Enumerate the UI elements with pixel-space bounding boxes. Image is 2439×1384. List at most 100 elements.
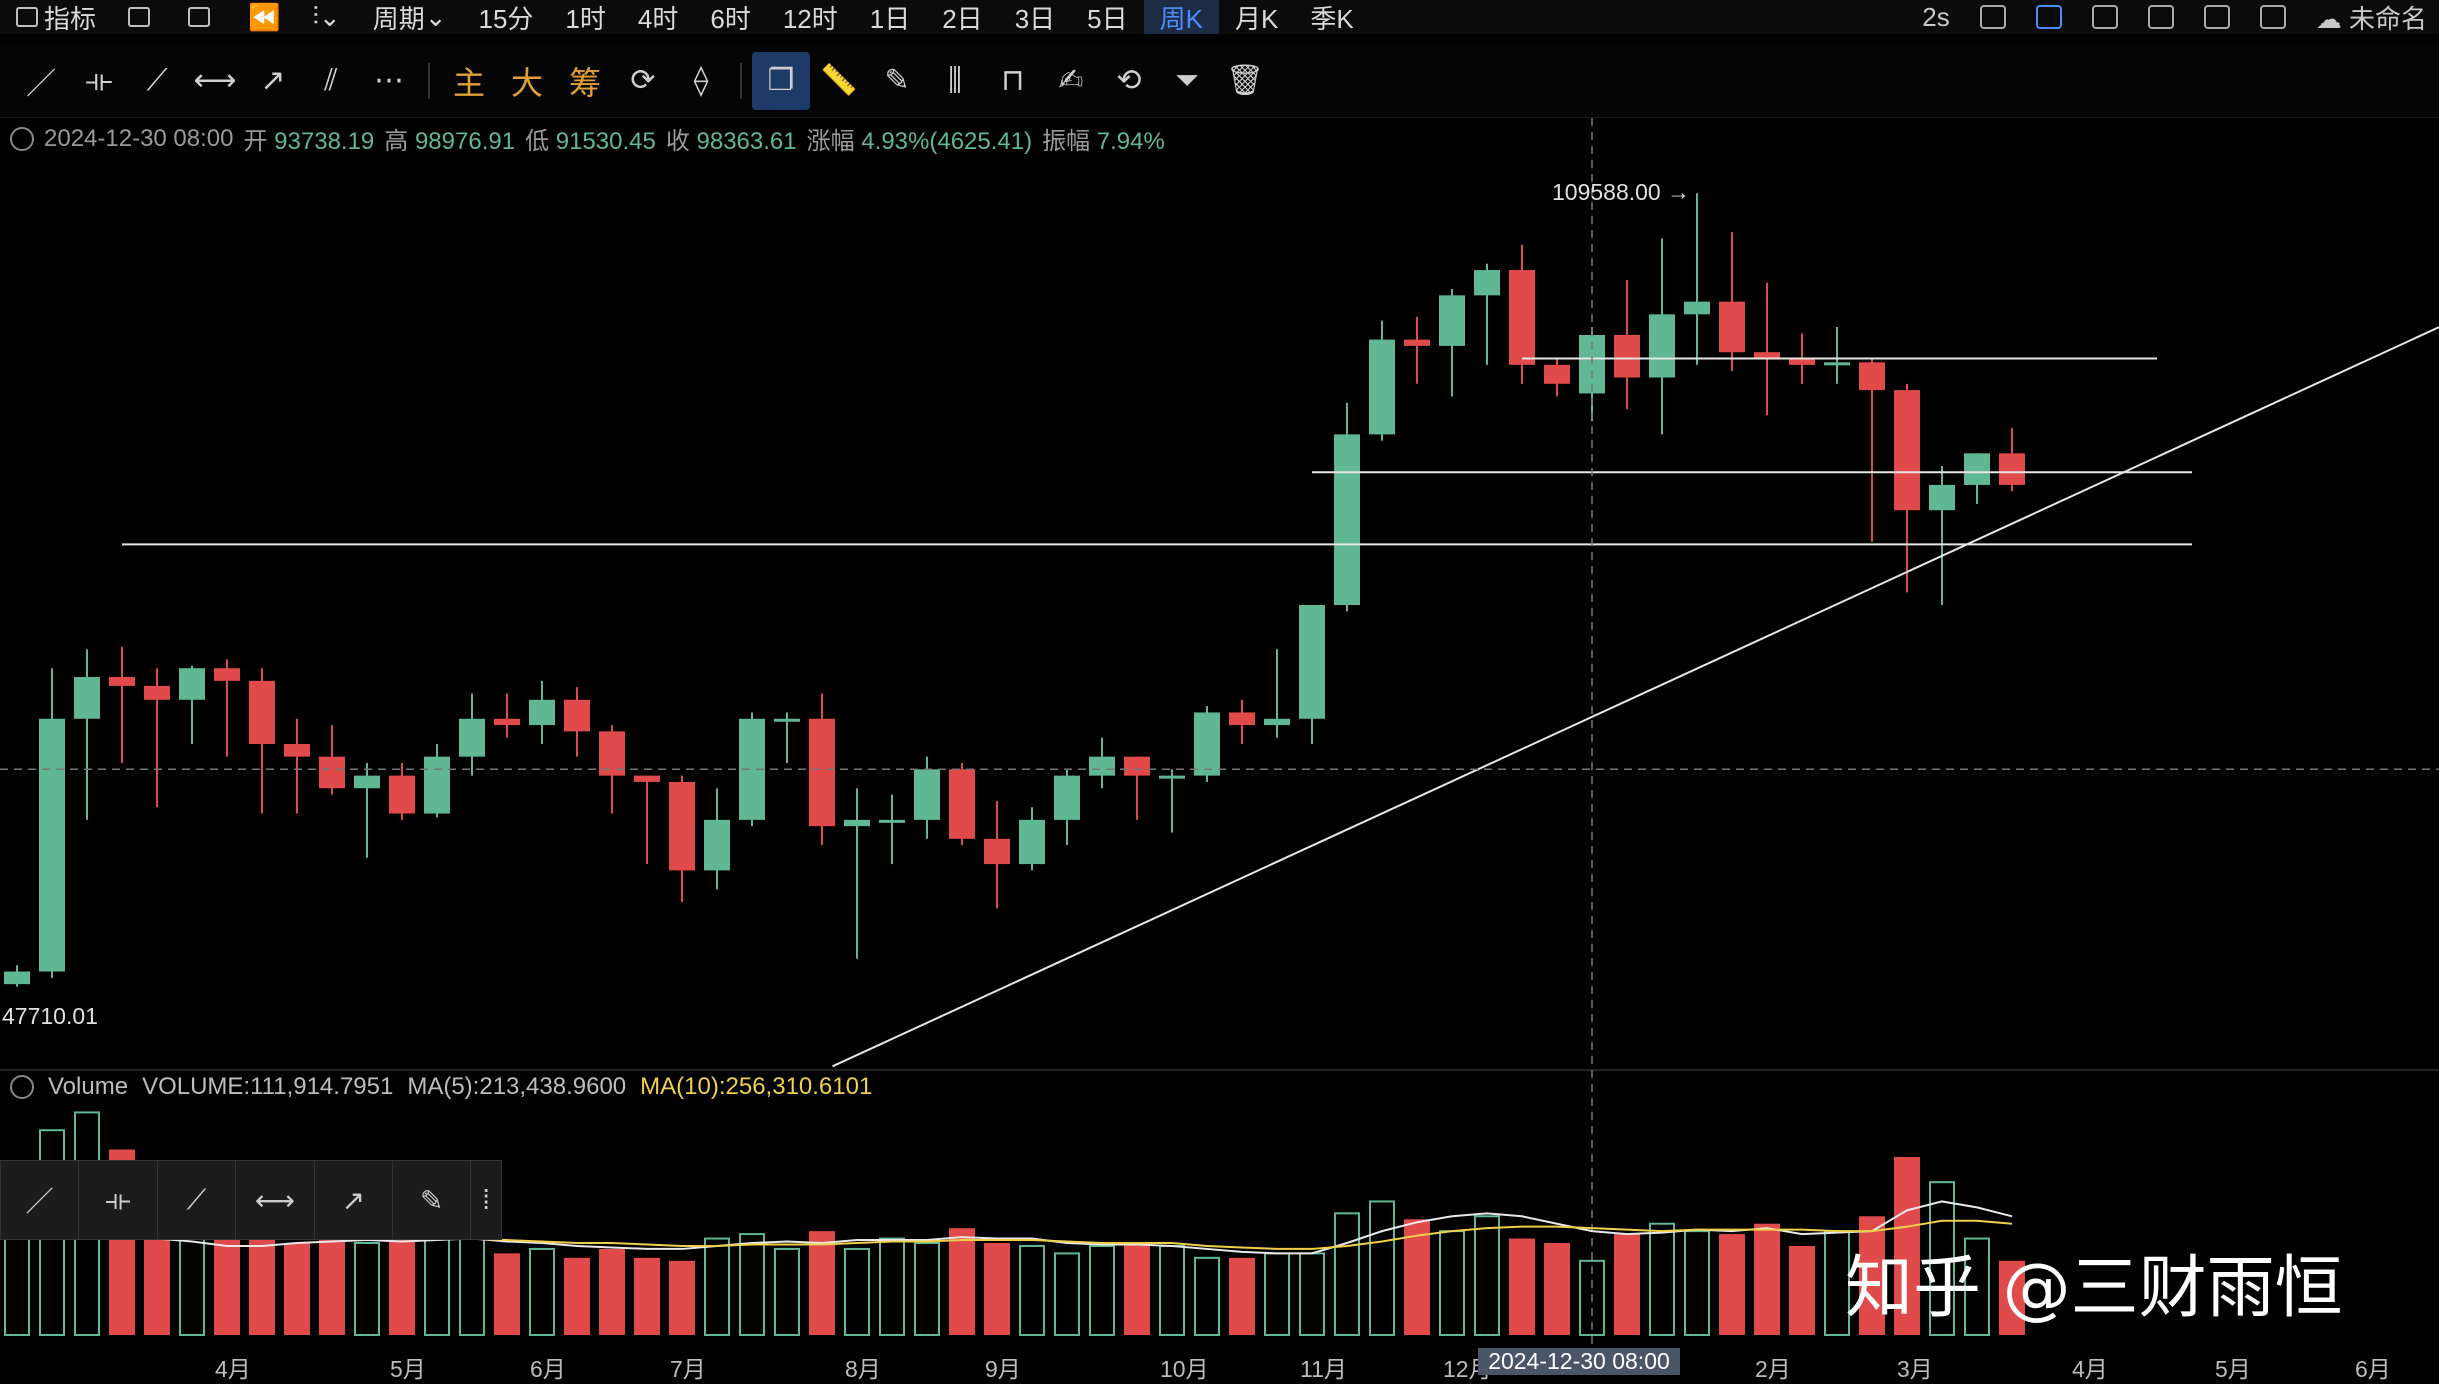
candle-body [1684, 302, 1710, 315]
volume-bar [1509, 1239, 1535, 1335]
candle-body [1089, 757, 1115, 776]
drag-handle-icon[interactable]: ⁞ [471, 1161, 501, 1239]
candle-body [844, 820, 870, 826]
candle-body [284, 744, 310, 757]
candle-body [354, 776, 380, 789]
volume-bar [1160, 1246, 1184, 1335]
candle-body [949, 769, 975, 839]
candle-body [1404, 340, 1430, 346]
volume-ma5: MA(5):213,438.9600 [407, 1073, 626, 1101]
candle-body [1019, 820, 1045, 864]
candle-body [109, 677, 135, 686]
volume-bar [1055, 1253, 1079, 1335]
volume-bar [355, 1243, 379, 1335]
volume-bar [284, 1243, 310, 1335]
candle-body [1649, 314, 1675, 377]
x-axis-label: 11月 [1300, 1350, 1347, 1384]
candle-body [1824, 362, 1850, 365]
candle-body [1719, 302, 1745, 353]
candle-body [1614, 335, 1640, 378]
candle-body [809, 719, 835, 826]
candle-body [1894, 390, 1920, 510]
candle-body [1439, 295, 1465, 346]
candle-body [144, 686, 170, 700]
trend-line [833, 327, 2439, 1066]
candle-body [914, 769, 940, 820]
volume-bar [1020, 1246, 1044, 1335]
candle-body [1929, 485, 1955, 510]
volume-bar [319, 1239, 345, 1335]
watermark: 知乎 @三财雨恒 [1845, 1232, 2343, 1331]
volume-bar [634, 1258, 660, 1335]
volume-bar [1685, 1231, 1709, 1335]
volume-bar [1300, 1253, 1324, 1335]
volume-value: VOLUME:111,914.7951 [142, 1073, 393, 1101]
candle-body [1299, 605, 1325, 719]
x-axis-label: 6月 [530, 1350, 566, 1384]
candle-body [494, 719, 520, 725]
volume-bar [809, 1231, 835, 1335]
candle-body [214, 668, 240, 681]
volume-bar [984, 1243, 1010, 1335]
volume-ma10: MA(10):256,310.6101 [640, 1073, 872, 1101]
volume-info: Volume VOLUME:111,914.7951 MA(5):213,438… [10, 1073, 872, 1101]
min-price-label: 47710.01 [2, 1003, 98, 1030]
volume-bar [1789, 1246, 1815, 1335]
crosshair-time-label: 2024-12-30 08:00 [1478, 1348, 1680, 1375]
brush-tool-icon[interactable]: ✎ [393, 1161, 471, 1239]
candle-body [1334, 434, 1360, 605]
hline-tool-icon[interactable]: ⟛ [79, 1161, 157, 1239]
volume-bar [669, 1261, 695, 1335]
x-axis-label: 9月 [985, 1350, 1021, 1384]
volume-bar [1124, 1243, 1150, 1335]
candle-body [774, 719, 800, 722]
volume-bar [1754, 1224, 1780, 1335]
candle-body [1859, 362, 1885, 390]
x-axis-label: 10月 [1160, 1350, 1209, 1384]
candle-body [879, 820, 905, 823]
candle-body [4, 972, 30, 985]
candle-body [634, 776, 660, 782]
candle-body [704, 820, 730, 871]
collapse-icon[interactable] [10, 1075, 34, 1099]
volume-bar [564, 1258, 590, 1335]
candle-body [564, 700, 590, 732]
candle-body [389, 776, 415, 814]
volume-bar [1229, 1258, 1255, 1335]
volume-bar [389, 1234, 415, 1335]
floating-draw-toolbar: ／ ⟛ ⟋ ⟷ ↗ ✎ ⁞ [0, 1160, 502, 1240]
candle-body [319, 757, 345, 789]
x-axis-label: 7月 [670, 1350, 706, 1384]
line-tool-icon[interactable]: ／ [1, 1161, 79, 1239]
volume-bar [1265, 1253, 1289, 1335]
candle-body [669, 782, 695, 870]
candle-body [1999, 453, 2025, 485]
volume-bar [1195, 1258, 1219, 1335]
candle-body [1544, 365, 1570, 384]
x-axis-label: 2月 [1755, 1350, 1791, 1384]
x-axis-label: 5月 [390, 1350, 426, 1384]
volume-bar [740, 1234, 764, 1335]
volume-bar [1370, 1201, 1394, 1335]
candle-body [179, 668, 205, 700]
volume-bar [1650, 1224, 1674, 1335]
x-axis-label: 8月 [845, 1350, 881, 1384]
max-price-label: 109588.00 → [1552, 179, 1690, 206]
volume-bar [949, 1228, 975, 1335]
volume-bar [1719, 1234, 1745, 1335]
volume-bar [880, 1239, 904, 1335]
volume-bar [1090, 1246, 1114, 1335]
ray-tool-icon[interactable]: ⟋ [158, 1161, 236, 1239]
candle-body [1124, 757, 1150, 776]
range-tool-icon[interactable]: ⟷ [236, 1161, 314, 1239]
volume-bar [1475, 1216, 1499, 1335]
candle-body [1509, 270, 1535, 365]
arrow-tool-icon[interactable]: ↗ [315, 1161, 393, 1239]
volume-bar [775, 1249, 799, 1335]
volume-bar [599, 1249, 625, 1335]
x-axis-label: 4月 [2072, 1350, 2108, 1384]
candle-body [1369, 340, 1395, 435]
x-axis-label: 3月 [1897, 1350, 1933, 1384]
volume-name: Volume [48, 1073, 128, 1101]
candle-body [74, 677, 100, 719]
